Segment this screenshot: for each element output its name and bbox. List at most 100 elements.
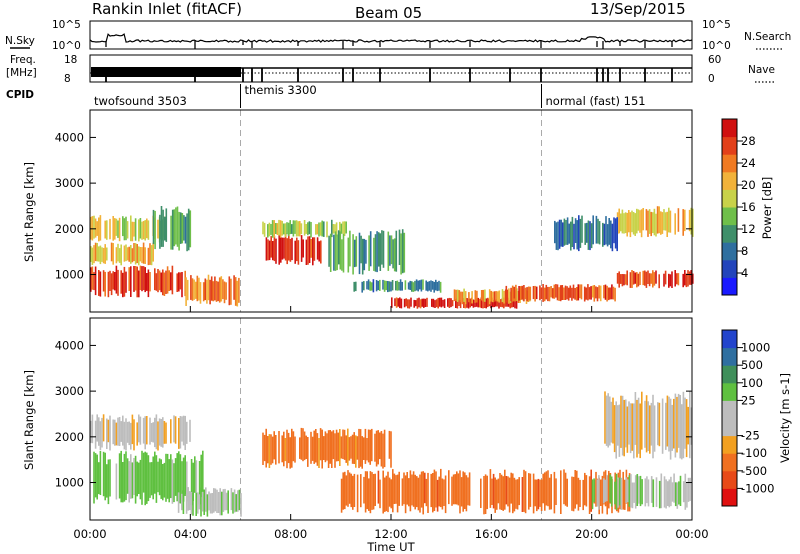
velocity-cell — [178, 418, 180, 449]
power-cell — [532, 286, 535, 300]
velocity-cell — [634, 475, 637, 509]
velocity-cell — [637, 397, 640, 454]
velocity-cell — [136, 422, 138, 446]
power-cell — [375, 280, 378, 292]
power-cell — [398, 229, 401, 265]
power-cell — [202, 282, 205, 302]
power-cell — [112, 243, 114, 265]
velocity-cell — [639, 475, 642, 507]
power-cell — [291, 237, 293, 261]
y-tick-label: 2000 — [55, 222, 84, 236]
velocity-cell — [170, 419, 172, 444]
velocity-cell — [128, 461, 130, 503]
velocity-panel: 1000 2000 3000 4000 00:00 04:00 08:00 12:00 16:… — [22, 317, 709, 554]
velocity-cell — [668, 396, 670, 452]
power-cell — [308, 221, 311, 235]
velocity-cell — [206, 494, 209, 517]
power-cell — [278, 219, 280, 236]
power-cell — [440, 297, 443, 308]
power-cell — [320, 240, 322, 264]
velocity-cell — [505, 476, 508, 505]
velocity-cell — [200, 487, 202, 517]
power-cell — [262, 221, 264, 235]
power-cell — [608, 218, 610, 245]
power-cell — [165, 270, 167, 294]
velocity-cell — [668, 479, 671, 508]
velocity-cell — [590, 469, 592, 512]
power-cell — [342, 221, 344, 234]
power-cell — [647, 270, 649, 284]
velocity-cell — [134, 455, 137, 504]
colorbar-swatch — [722, 224, 737, 243]
power-cell — [480, 297, 483, 309]
velocity-cell — [624, 479, 626, 510]
power-cell — [339, 221, 341, 236]
colorbar-tick-label: 100 — [741, 376, 763, 390]
power-cell — [368, 235, 370, 271]
power-cell — [275, 223, 277, 234]
power-cell — [128, 246, 130, 262]
velocity-cell — [464, 472, 466, 509]
velocity-cell — [291, 428, 293, 468]
velocity-cell — [168, 459, 170, 503]
velocity-cell — [374, 473, 376, 506]
power-cell — [471, 291, 473, 304]
power-cell — [400, 233, 402, 275]
power-heatmap-cells — [90, 110, 694, 312]
power-cell — [677, 208, 680, 232]
velocity-cell — [414, 474, 416, 510]
velocity-cell — [467, 477, 469, 506]
power-cell — [690, 270, 692, 285]
power-cell — [163, 272, 166, 296]
power-cell — [653, 272, 656, 286]
velocity-cell — [468, 472, 471, 506]
power-cell — [664, 270, 667, 285]
velocity-cell — [617, 405, 619, 446]
colorbar-tick-label: 20 — [741, 178, 756, 192]
cpid-row: CPID twofsound 3503 themis 3300 normal (fa… — [6, 83, 646, 108]
power-cell — [91, 247, 94, 265]
power-cell — [514, 299, 516, 309]
power-cell — [115, 265, 118, 294]
velocity-cell — [198, 461, 201, 505]
power-region — [353, 279, 442, 293]
power-cell — [400, 298, 403, 309]
velocity-cell — [117, 417, 119, 446]
power-cell — [171, 209, 174, 250]
velocity-cell — [118, 417, 121, 446]
power-cell — [423, 298, 425, 308]
power-cell — [425, 280, 427, 291]
velocity-cell — [303, 431, 306, 461]
velocity-cell — [163, 462, 166, 498]
power-cell — [485, 298, 487, 309]
power-cell — [281, 237, 284, 260]
nsky-frame — [89, 20, 693, 50]
velocity-cell — [685, 399, 688, 458]
power-cell — [624, 274, 627, 285]
power-cell — [112, 216, 114, 241]
power-cell — [199, 282, 202, 304]
power-cell — [610, 220, 612, 249]
velocity-cell — [126, 421, 129, 443]
velocity-cell — [123, 421, 126, 450]
velocity-cell — [630, 474, 632, 508]
velocity-cell — [177, 492, 180, 513]
velocity-cell — [118, 453, 121, 499]
velocity-cell — [574, 470, 576, 509]
velocity-cell — [353, 432, 355, 464]
velocity-cell — [634, 392, 637, 445]
velocity-cell — [401, 478, 404, 506]
power-cell — [584, 223, 586, 245]
velocity-cell — [459, 470, 461, 514]
power-cell — [676, 273, 678, 285]
power-cell — [585, 287, 588, 300]
power-cell — [302, 239, 304, 258]
power-cell — [334, 224, 336, 234]
colorbar-swatch — [722, 189, 737, 208]
power-cell — [385, 280, 387, 291]
velocity-cell — [480, 478, 482, 508]
power-cell — [263, 222, 266, 237]
velocity-cell — [547, 470, 549, 507]
power-cell — [488, 289, 491, 305]
velocity-cell — [494, 477, 496, 513]
